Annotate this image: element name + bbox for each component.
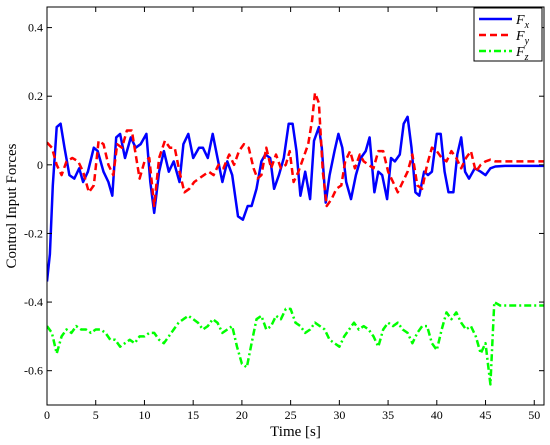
x-tick-label: 20 [236, 408, 248, 422]
series-layer [47, 91, 544, 386]
y-tick-label: -0.4 [24, 295, 43, 309]
x-tick-label: 10 [138, 408, 150, 422]
series-line-3 [47, 300, 544, 386]
y-axis-title: Control Input Forces [4, 143, 20, 268]
y-tick-label: -0.2 [24, 226, 43, 240]
x-tick-label: 5 [93, 408, 99, 422]
ticks-layer: 0 5 10 15 20 25 30 35 40 45 50 -0.6 -0.4 -0.2 0 0.2 0.4 [24, 7, 544, 422]
series-line-1 [47, 115, 544, 282]
y-tick-label: 0 [37, 158, 43, 172]
y-tick-label: 0.4 [28, 21, 43, 35]
x-axis-title: Time [s] [270, 424, 321, 440]
plot-area [47, 7, 544, 405]
x-tick-label: 45 [480, 408, 492, 422]
x-tick-label: 15 [187, 408, 199, 422]
plot-frame [46, 6, 545, 406]
x-tick-label: 40 [431, 408, 443, 422]
y-tick-label: -0.6 [24, 364, 43, 378]
x-tick-label: 25 [285, 408, 297, 422]
x-tick-label: 30 [333, 408, 345, 422]
y-tick-label: 0.2 [28, 89, 43, 103]
series-line-2 [47, 91, 544, 208]
x-tick-label: 50 [528, 408, 540, 422]
x-tick-label: 0 [44, 408, 50, 422]
x-tick-label: 35 [382, 408, 394, 422]
